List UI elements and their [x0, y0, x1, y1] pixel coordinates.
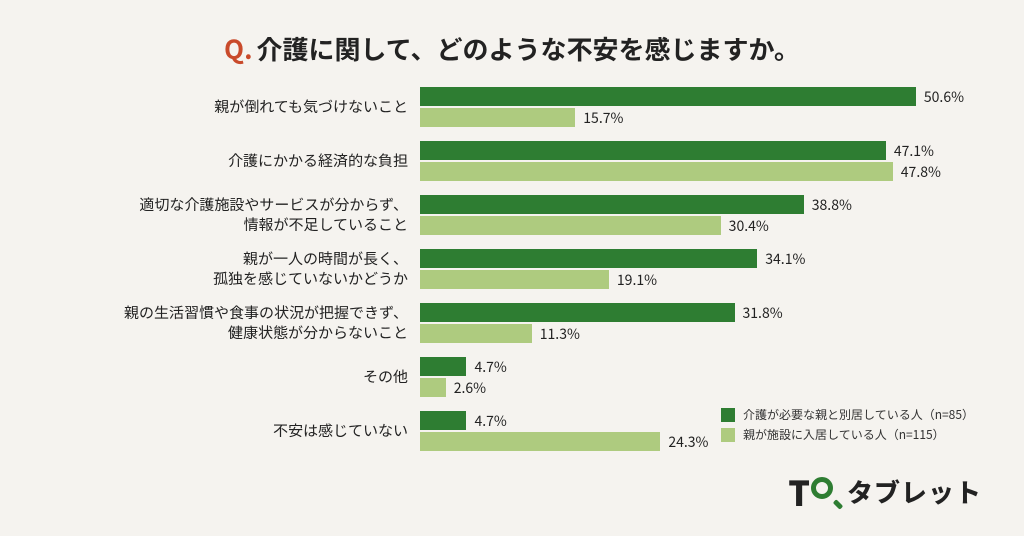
bar-line: 31.8% [420, 303, 964, 322]
legend-row: 親が施設に入居している人（n=115） [721, 426, 974, 443]
bar [420, 195, 804, 214]
bar-value: 47.8% [901, 162, 941, 182]
bar-group: 38.8% 30.4% [420, 193, 964, 237]
bar-line: 4.7% [420, 357, 964, 376]
category-label: 親が一人の時間が長く、 孤独を感じていないかどうか [100, 249, 420, 290]
bar-group: 47.1%47.8% [420, 139, 964, 183]
legend-row: 介護が必要な親と別居している人（n=85） [721, 406, 974, 423]
legend-swatch [721, 408, 735, 422]
chart-row: その他4.7%2.6% [100, 355, 964, 399]
bar-line: 34.1% [420, 249, 964, 268]
category-label: 適切な介護施設やサービスが分からず、 情報が不足していること [100, 195, 420, 236]
legend-label: 介護が必要な親と別居している人（n=85） [743, 406, 974, 423]
category-label: 介護にかかる経済的な負担 [100, 151, 420, 171]
bar-value: 38.8% [812, 195, 852, 215]
bar-value: 34.1% [765, 249, 805, 269]
bar [420, 378, 446, 397]
category-label: 不安は感じていない [100, 421, 420, 441]
bar-line: 47.1% [420, 141, 964, 160]
bar [420, 141, 886, 160]
bar-value: 15.7% [583, 108, 623, 128]
bar-line: 50.6% [420, 87, 964, 106]
chart-row: 親が倒れても気づけないこと 50.6% 15.7% [100, 85, 964, 129]
bar-line: 47.8% [420, 162, 964, 181]
bar-value: 2.6% [454, 378, 486, 398]
legend: 介護が必要な親と別居している人（n=85） 親が施設に入居している人（n=115） [721, 403, 974, 446]
magnifier-icon [811, 477, 841, 507]
title-text: 介護に関して、どのような不安を感じますか。 [257, 30, 800, 67]
brand-t-letter: T [788, 467, 809, 516]
bar-value: 24.3% [668, 432, 708, 452]
bar-value: 30.4% [729, 216, 769, 236]
category-label: 親が倒れても気づけないこと [100, 97, 420, 117]
bar [420, 216, 721, 235]
category-label: その他 [100, 367, 420, 387]
bar-group: 4.7%2.6% [420, 355, 964, 399]
bar [420, 270, 609, 289]
chart-row: 親の生活習慣や食事の状況が把握できず、 健康状態が分からないこと 31.8% 11.… [100, 301, 964, 345]
bar-value: 19.1% [617, 270, 657, 290]
bar-value: 4.7% [474, 357, 506, 377]
chart-title: Q.介護に関して、どのような不安を感じますか。 [0, 0, 1024, 85]
bar [420, 108, 575, 127]
bar-line: 15.7% [420, 108, 964, 127]
chart-row: 介護にかかる経済的な負担47.1%47.8% [100, 139, 964, 183]
bar-group: 31.8% 11.3% [420, 301, 964, 345]
bar-value: 50.6% [924, 87, 964, 107]
bar [420, 432, 660, 451]
bar-value: 31.8% [743, 303, 783, 323]
bar-chart: 親が倒れても気づけないこと50.6%15.7%介護にかかる経済的な負担47.1%… [100, 85, 964, 453]
bar-line: 30.4% [420, 216, 964, 235]
chart-row: 親が一人の時間が長く、 孤独を感じていないかどうか 34.1% 19.1% [100, 247, 964, 291]
title-prefix: Q. [224, 30, 252, 67]
legend-label: 親が施設に入居している人（n=115） [743, 426, 945, 443]
bar-value: 47.1% [894, 141, 934, 161]
bar [420, 162, 893, 181]
bar-line: 19.1% [420, 270, 964, 289]
bar [420, 87, 916, 106]
bar-line: 38.8% [420, 195, 964, 214]
category-label: 親の生活習慣や食事の状況が把握できず、 健康状態が分からないこと [100, 303, 420, 344]
bar-value: 4.7% [474, 411, 506, 431]
bar [420, 357, 466, 376]
brand-logo: T タブレット [788, 467, 982, 516]
brand-text: タブレット [847, 473, 982, 510]
bar [420, 303, 735, 322]
bar-value: 11.3% [540, 324, 580, 344]
legend-swatch [721, 428, 735, 442]
chart-row: 適切な介護施設やサービスが分からず、 情報が不足していること 38.8% 30.4% [100, 193, 964, 237]
bar [420, 324, 532, 343]
bar-group: 50.6% 15.7% [420, 85, 964, 129]
bar-line: 2.6% [420, 378, 964, 397]
bar-group: 34.1% 19.1% [420, 247, 964, 291]
bar [420, 249, 757, 268]
bar [420, 411, 466, 430]
bar-line: 11.3% [420, 324, 964, 343]
